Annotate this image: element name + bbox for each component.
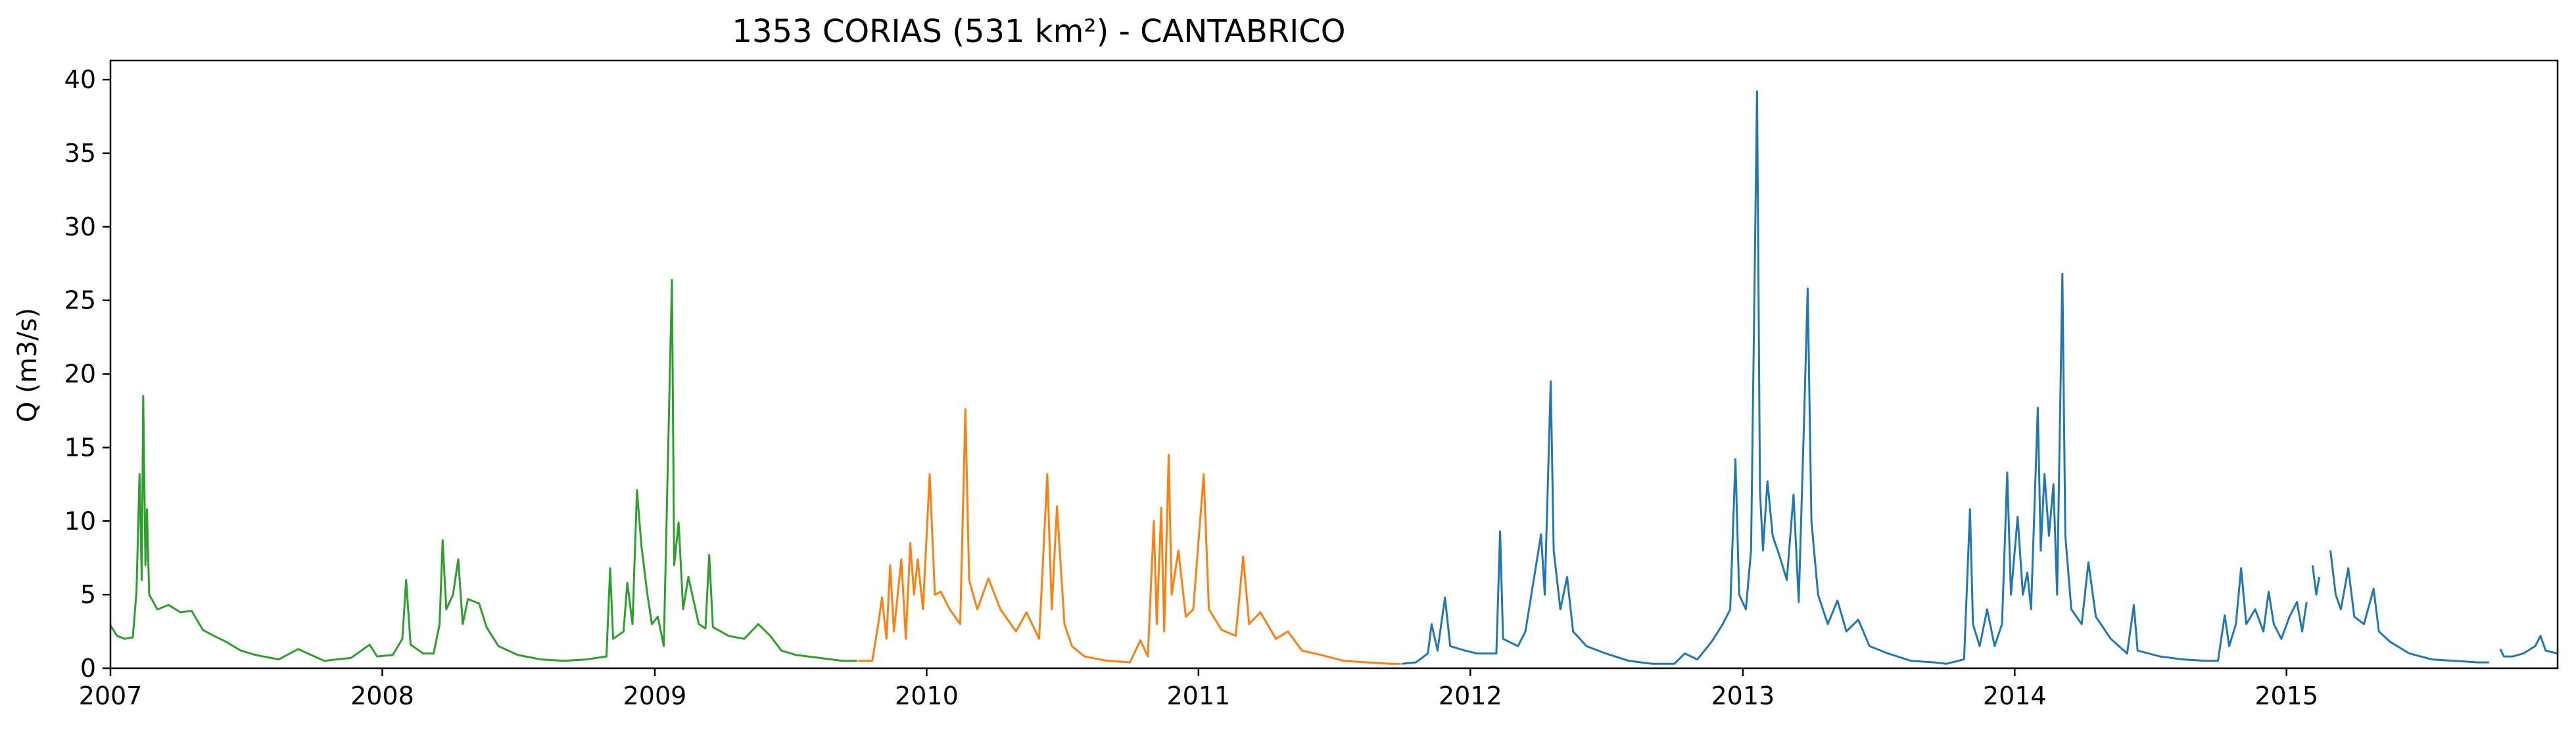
series-line-blue [1401, 90, 2558, 665]
y-tick-label: 30 [64, 212, 96, 241]
y-tick-label: 10 [64, 506, 96, 535]
x-tick-label: 2015 [2254, 681, 2318, 710]
x-tick-label: 2009 [623, 681, 687, 710]
y-tick-label: 0 [80, 654, 96, 683]
x-tick-label: 2008 [350, 681, 414, 710]
y-tick-label: 15 [64, 433, 96, 462]
y-tick-label: 25 [64, 286, 96, 315]
y-tick-label: 20 [64, 360, 96, 389]
plot-frame [109, 59, 2559, 670]
x-tick-label: 2012 [1439, 681, 1502, 710]
ticks-layer: 2007 2008 2009 2010 2011 2012 2013 2014 20150510… [64, 65, 2318, 710]
chart-title: 1353 CORIAS (531 km²) - CANTABRICO [732, 13, 1345, 50]
x-tick-label: 2007 [79, 681, 143, 710]
y-axis-label: Q (m3/s) [12, 308, 43, 422]
x-tick-label: 2011 [1166, 681, 1230, 710]
y-tick-label: 40 [64, 65, 96, 94]
series-line-orange [858, 408, 1401, 665]
y-tick-label: 5 [80, 580, 96, 609]
series-layer [109, 90, 2558, 665]
series-line-green [109, 278, 858, 662]
x-tick-label: 2013 [1711, 681, 1775, 710]
y-tick-label: 35 [64, 139, 96, 168]
x-tick-label: 2014 [1983, 681, 2047, 710]
x-tick-label: 2010 [895, 681, 959, 710]
